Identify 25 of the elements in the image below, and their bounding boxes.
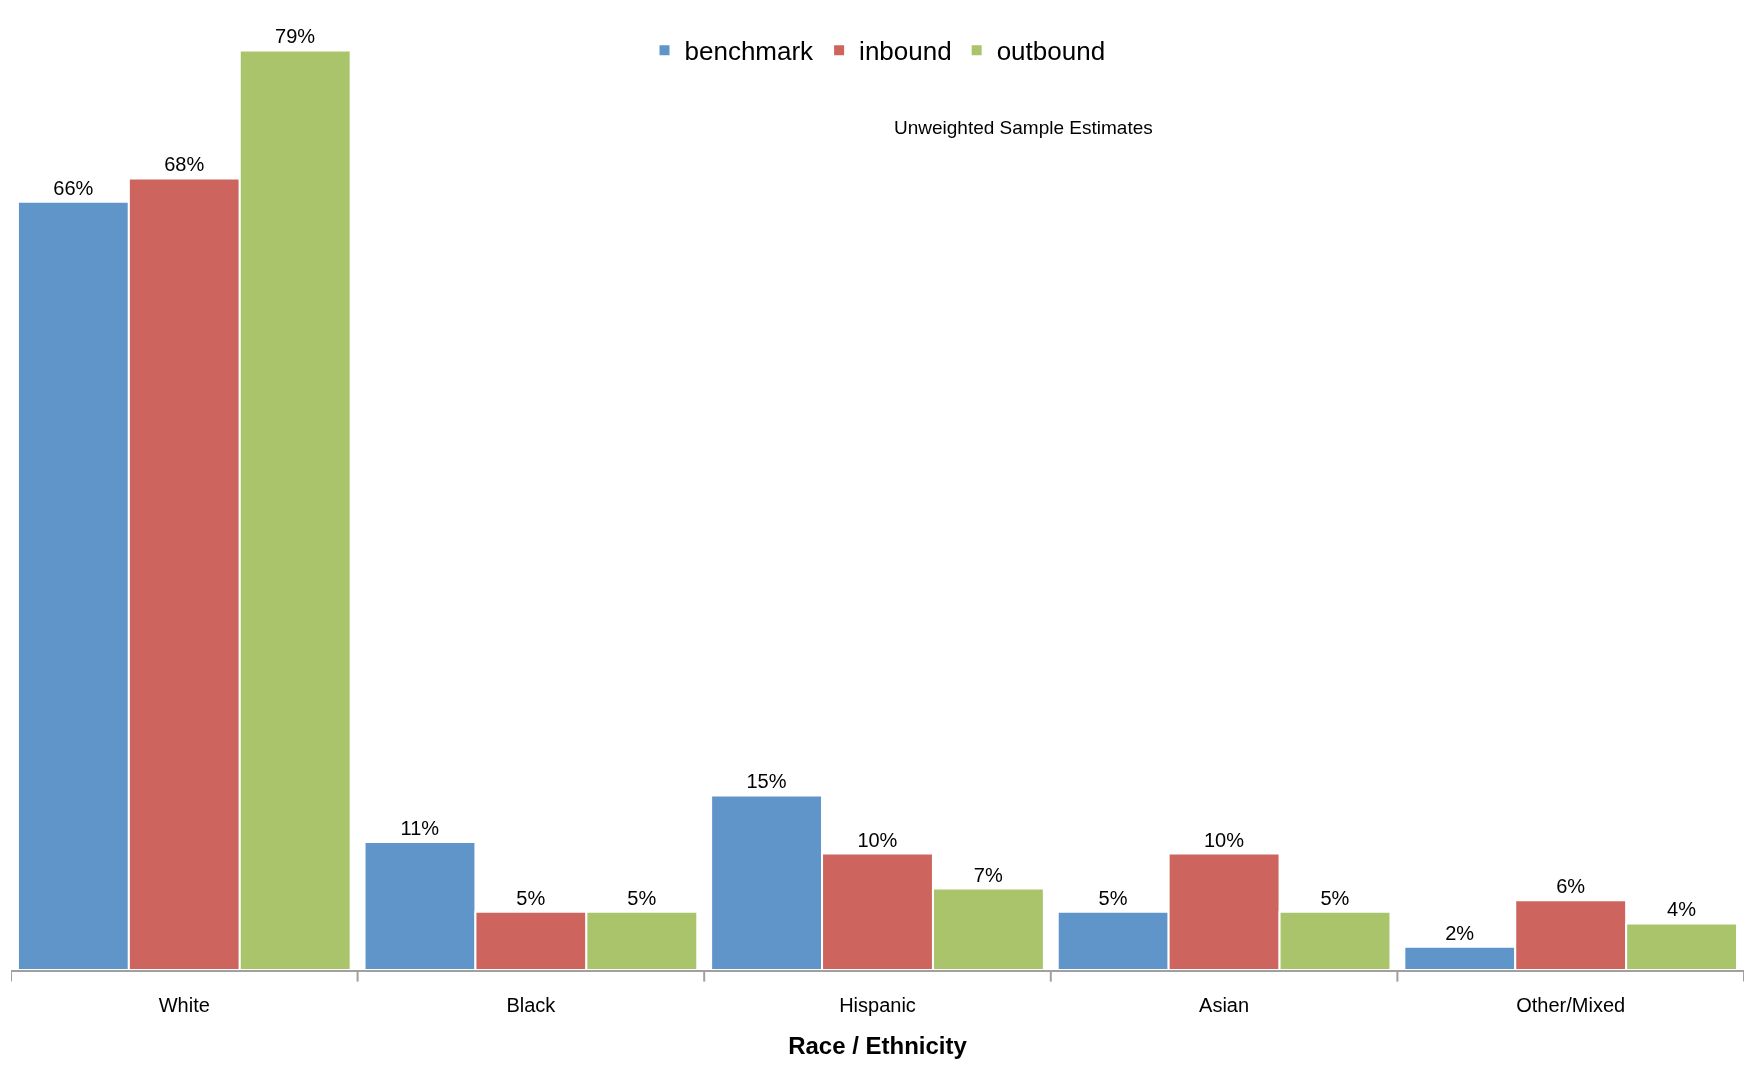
data-label: 6% xyxy=(1556,875,1586,898)
data-label: 15% xyxy=(746,770,787,793)
annotation: Unweighted Sample Estimates xyxy=(894,117,1153,138)
data-label: 10% xyxy=(1203,828,1245,851)
x-tick-label: Black xyxy=(506,994,557,1016)
data-label: 5% xyxy=(516,886,546,909)
legend-label: outbound xyxy=(996,36,1106,67)
legend-label: inbound xyxy=(859,36,952,67)
x-tick-label: Asian xyxy=(1199,994,1250,1016)
data-label: 2% xyxy=(1445,921,1475,944)
legend-label: benchmark xyxy=(684,36,815,67)
x-axis-title: Race / Ethnicity xyxy=(788,1031,968,1059)
x-tick-label: White xyxy=(158,994,210,1016)
x-tick-label: Hispanic xyxy=(839,994,916,1016)
data-label: 7% xyxy=(973,863,1003,886)
data-label: 79% xyxy=(275,25,316,48)
data-label: 5% xyxy=(1098,886,1128,909)
data-label: 5% xyxy=(627,886,657,909)
data-label: 5% xyxy=(1320,886,1350,909)
data-label: 66% xyxy=(53,176,94,199)
data-label: 11% xyxy=(400,816,440,839)
data-label: 10% xyxy=(857,828,898,851)
data-label: 68% xyxy=(164,153,205,176)
x-tick-label: Other/Mixed xyxy=(1516,994,1626,1016)
data-label: 4% xyxy=(1667,898,1697,921)
